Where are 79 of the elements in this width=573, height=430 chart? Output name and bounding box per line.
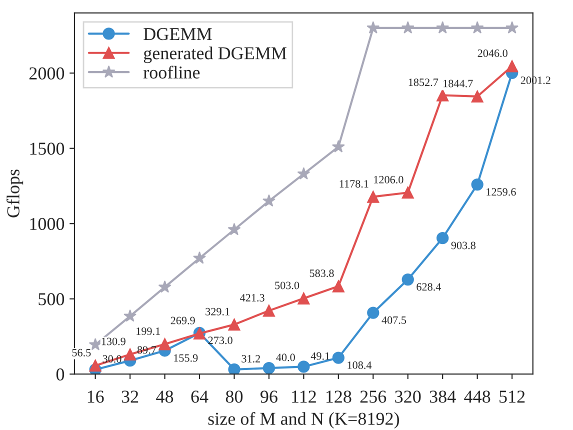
data-label: 269.9 bbox=[170, 316, 195, 324]
x-tick-label: 448 bbox=[464, 390, 490, 403]
data-label: 199.1 bbox=[136, 327, 160, 335]
point bbox=[228, 363, 240, 374]
data-label: 1852.7 bbox=[408, 78, 438, 86]
data-label: 273.0 bbox=[208, 336, 232, 344]
data-label: 1844.7 bbox=[444, 80, 473, 88]
x-tick-label: 32 bbox=[122, 390, 138, 403]
point bbox=[124, 309, 137, 322]
legend-label: roofline bbox=[143, 66, 200, 79]
x-axis-title: size of M and N (K=8192) bbox=[208, 412, 399, 429]
point bbox=[366, 21, 380, 34]
point bbox=[402, 273, 414, 286]
data-label: 1259.6 bbox=[486, 188, 516, 196]
point bbox=[332, 280, 344, 292]
x-tick-label: 384 bbox=[430, 390, 456, 403]
y-tick-label: 2000 bbox=[29, 67, 64, 80]
point bbox=[506, 21, 519, 34]
y-tick-label: 0 bbox=[56, 368, 64, 381]
point bbox=[298, 292, 310, 304]
point bbox=[88, 338, 102, 350]
data-label: 421.3 bbox=[240, 294, 264, 302]
x-tick-label: 128 bbox=[326, 390, 352, 403]
point bbox=[298, 360, 310, 373]
point bbox=[367, 190, 380, 203]
x-tick-label: 256 bbox=[360, 390, 386, 403]
x-tick-label: 512 bbox=[500, 390, 525, 403]
point bbox=[436, 21, 450, 34]
x-tick-label: 112 bbox=[292, 390, 316, 403]
point bbox=[436, 232, 449, 244]
point bbox=[262, 304, 276, 317]
x-tick-label: 16 bbox=[88, 390, 104, 403]
data-label: 407.5 bbox=[382, 316, 406, 324]
legend-label: generated DGEMM bbox=[144, 46, 286, 64]
point bbox=[436, 89, 449, 102]
point bbox=[262, 194, 276, 207]
data-label: 56.5 bbox=[72, 348, 91, 356]
data-label: 503.0 bbox=[275, 282, 300, 290]
data-label: 40.0 bbox=[276, 354, 295, 362]
y-tick-label: 1000 bbox=[30, 218, 64, 230]
data-label: 130.9 bbox=[102, 338, 126, 346]
y-tick-label: 500 bbox=[38, 293, 64, 306]
point bbox=[332, 140, 345, 152]
point bbox=[124, 348, 136, 360]
y-tick-label: 1500 bbox=[30, 142, 64, 155]
point bbox=[297, 167, 310, 180]
data-label: 49.1 bbox=[310, 352, 330, 360]
data-label: 583.8 bbox=[310, 270, 334, 278]
point bbox=[470, 21, 484, 34]
y-axis-title: Gflops bbox=[6, 170, 24, 218]
x-tick-label: 96 bbox=[260, 390, 278, 403]
point bbox=[228, 222, 241, 236]
point bbox=[402, 186, 414, 199]
point bbox=[332, 352, 344, 364]
point bbox=[471, 178, 484, 191]
point bbox=[89, 360, 102, 372]
legend-label: DGEMM bbox=[144, 28, 212, 40]
x-tick-label: 80 bbox=[226, 390, 243, 403]
x-tick-label: 320 bbox=[395, 390, 421, 403]
x-tick-label: 64 bbox=[191, 390, 208, 403]
point bbox=[158, 338, 171, 350]
point bbox=[367, 306, 380, 319]
point bbox=[228, 318, 240, 331]
point bbox=[158, 280, 172, 293]
data-label: 155.9 bbox=[174, 354, 198, 362]
data-label: 1178.1 bbox=[340, 180, 368, 188]
data-label: 2046.0 bbox=[478, 49, 508, 58]
data-label: 108.4 bbox=[348, 361, 372, 369]
x-tick-label: 48 bbox=[156, 390, 174, 403]
data-label: 329.1 bbox=[206, 308, 230, 316]
point bbox=[401, 21, 414, 34]
point bbox=[193, 251, 206, 264]
data-label: 628.4 bbox=[416, 283, 442, 291]
data-label: 903.8 bbox=[451, 242, 476, 250]
point bbox=[506, 60, 518, 72]
data-label: 1206.0 bbox=[374, 176, 404, 184]
point bbox=[471, 90, 484, 103]
point bbox=[262, 362, 276, 374]
data-label: 31.2 bbox=[242, 354, 260, 363]
